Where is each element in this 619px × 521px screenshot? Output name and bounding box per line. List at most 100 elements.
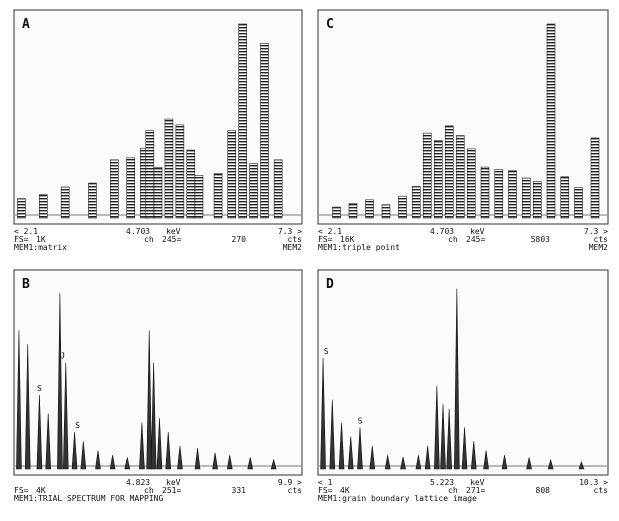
spectrum-peak xyxy=(434,385,440,470)
spectrum-peak xyxy=(411,186,421,219)
spectrum-peak xyxy=(320,357,326,470)
spectrum-peak xyxy=(227,130,237,219)
ch-label: ch xyxy=(448,235,458,244)
cursor-energy: 5.223 xyxy=(430,478,454,487)
spectrum-peak xyxy=(213,173,223,219)
spectrum-peak xyxy=(212,452,218,470)
spectrum-peak xyxy=(164,118,174,219)
spectrum-peak xyxy=(186,149,196,219)
spectrum-peak xyxy=(80,441,87,470)
counts-value: 808 xyxy=(536,486,551,495)
spectrum-peak xyxy=(194,448,201,470)
fs-value: 1K xyxy=(36,235,46,244)
memory-right-label: MEM2 xyxy=(589,243,608,252)
spectrum-peak xyxy=(146,330,153,470)
memory-label: MEM1:grain boundary lattice image xyxy=(318,494,477,503)
spectrum-peak xyxy=(357,427,363,470)
spectrum-peak xyxy=(466,148,476,219)
spectrum-peak xyxy=(139,422,145,470)
ch-label: ch xyxy=(144,235,154,244)
spectrum-peak xyxy=(574,187,583,219)
spectrum-peak xyxy=(455,135,465,219)
spectrum-peak xyxy=(560,176,570,219)
energy-unit: keV xyxy=(166,478,181,487)
spectrum-peak xyxy=(62,362,69,470)
range-end: 9.9 > xyxy=(278,478,302,487)
spectrum-peak xyxy=(454,288,460,470)
counts-value: 5803 xyxy=(531,235,550,244)
spectrum-peak xyxy=(508,170,517,219)
range-end: 10.3 > xyxy=(579,478,608,487)
range-start: < 1 xyxy=(318,478,333,487)
channel-value: 271= xyxy=(466,486,485,495)
spectrum-peak xyxy=(578,461,585,470)
spectrum-peak xyxy=(177,445,183,470)
range-end: 7.3 > xyxy=(278,227,302,236)
panel-label: B xyxy=(22,277,30,292)
counts-unit: cts xyxy=(288,235,303,244)
fs-label: FS= xyxy=(14,235,29,244)
spectrum-peak xyxy=(260,43,269,219)
spectrum-peak xyxy=(88,182,97,219)
fs-value: 16K xyxy=(340,235,355,244)
spectrum-peak xyxy=(521,177,531,219)
spectrum-peak xyxy=(71,431,78,470)
spectrum-peak xyxy=(226,455,233,470)
range-start: < 2.1 xyxy=(318,227,342,236)
counts-value: 270 xyxy=(232,235,247,244)
spectrum-peak xyxy=(365,199,374,219)
spectrum-peak xyxy=(461,427,468,470)
counts-value: 331 xyxy=(232,486,247,495)
ch-label: ch xyxy=(448,486,458,495)
spectrum-peak xyxy=(347,436,354,470)
spectrum-peak xyxy=(238,23,247,219)
spectrum-peak xyxy=(546,23,556,219)
spectrum-peak xyxy=(501,455,508,470)
spectrum-peak xyxy=(124,457,131,470)
counts-unit: cts xyxy=(594,235,609,244)
spectrum-peak xyxy=(126,157,135,219)
memory-label: MEM1:TRIAL SPECTRUM FOR MAPPING xyxy=(14,494,163,503)
spectrum-peak xyxy=(381,204,391,219)
fs-value: 4K xyxy=(36,486,46,495)
spectrum-peak xyxy=(547,458,554,470)
range-end: 7.3 > xyxy=(584,227,608,236)
cursor-energy: 4.823 xyxy=(126,478,150,487)
cursor-energy: 4.703 xyxy=(126,227,150,236)
spectrum-peak xyxy=(400,456,406,470)
spectrum-peak xyxy=(446,408,452,470)
ch-label: ch xyxy=(144,486,154,495)
spectrum-peak xyxy=(480,166,490,219)
spectrum-panels: A < 2.1 4.703 keV 7.3 > FS= 1K ch 245= 270 cts MEM1… xyxy=(13,9,609,503)
fs-label: FS= xyxy=(14,486,29,495)
spectrum-peak xyxy=(57,293,63,470)
spectrum-panel-b: J S S B 4.823 keV 9.9 > FS= 4K ch 251= 331 cts MEM1:T… xyxy=(13,269,303,503)
peak-label: S xyxy=(75,421,80,430)
spectrum-panel-d: S S D < 1 5.223 keV 10.3 > FS= 4K ch 271= 808 cts MEM… xyxy=(317,269,609,503)
panel-label: D xyxy=(326,277,334,292)
spectrum-peak xyxy=(165,431,172,470)
spectrum-peak xyxy=(109,455,116,470)
spectrum-peak xyxy=(150,362,157,470)
spectrum-peak xyxy=(369,445,376,470)
spectrum-peak xyxy=(332,206,341,219)
memory-label: MEM1:matrix xyxy=(14,243,67,252)
memory-right-label: MEM2 xyxy=(283,243,302,252)
spectrum-panel-a: A < 2.1 4.703 keV 7.3 > FS= 1K ch 245= 270 cts MEM1… xyxy=(13,9,303,252)
spectrum-peak xyxy=(532,181,542,219)
counts-unit: cts xyxy=(594,486,609,495)
spectrum-peak xyxy=(17,198,26,219)
spectrum-peak xyxy=(95,450,101,470)
spectrum-peak xyxy=(39,194,48,219)
fs-label: FS= xyxy=(318,486,333,495)
spectrum-peak xyxy=(444,125,454,219)
spectrum-peak xyxy=(329,399,336,470)
spectrum-peak xyxy=(175,124,185,219)
spectrum-peak xyxy=(36,394,43,470)
channel-value: 245= xyxy=(466,235,485,244)
spectrum-peak xyxy=(247,457,254,470)
memory-label: MEM1:triple point xyxy=(318,243,400,252)
channel-value: 251= xyxy=(162,486,181,495)
peak-label: J xyxy=(60,352,65,361)
spectrum-peak xyxy=(194,175,204,219)
